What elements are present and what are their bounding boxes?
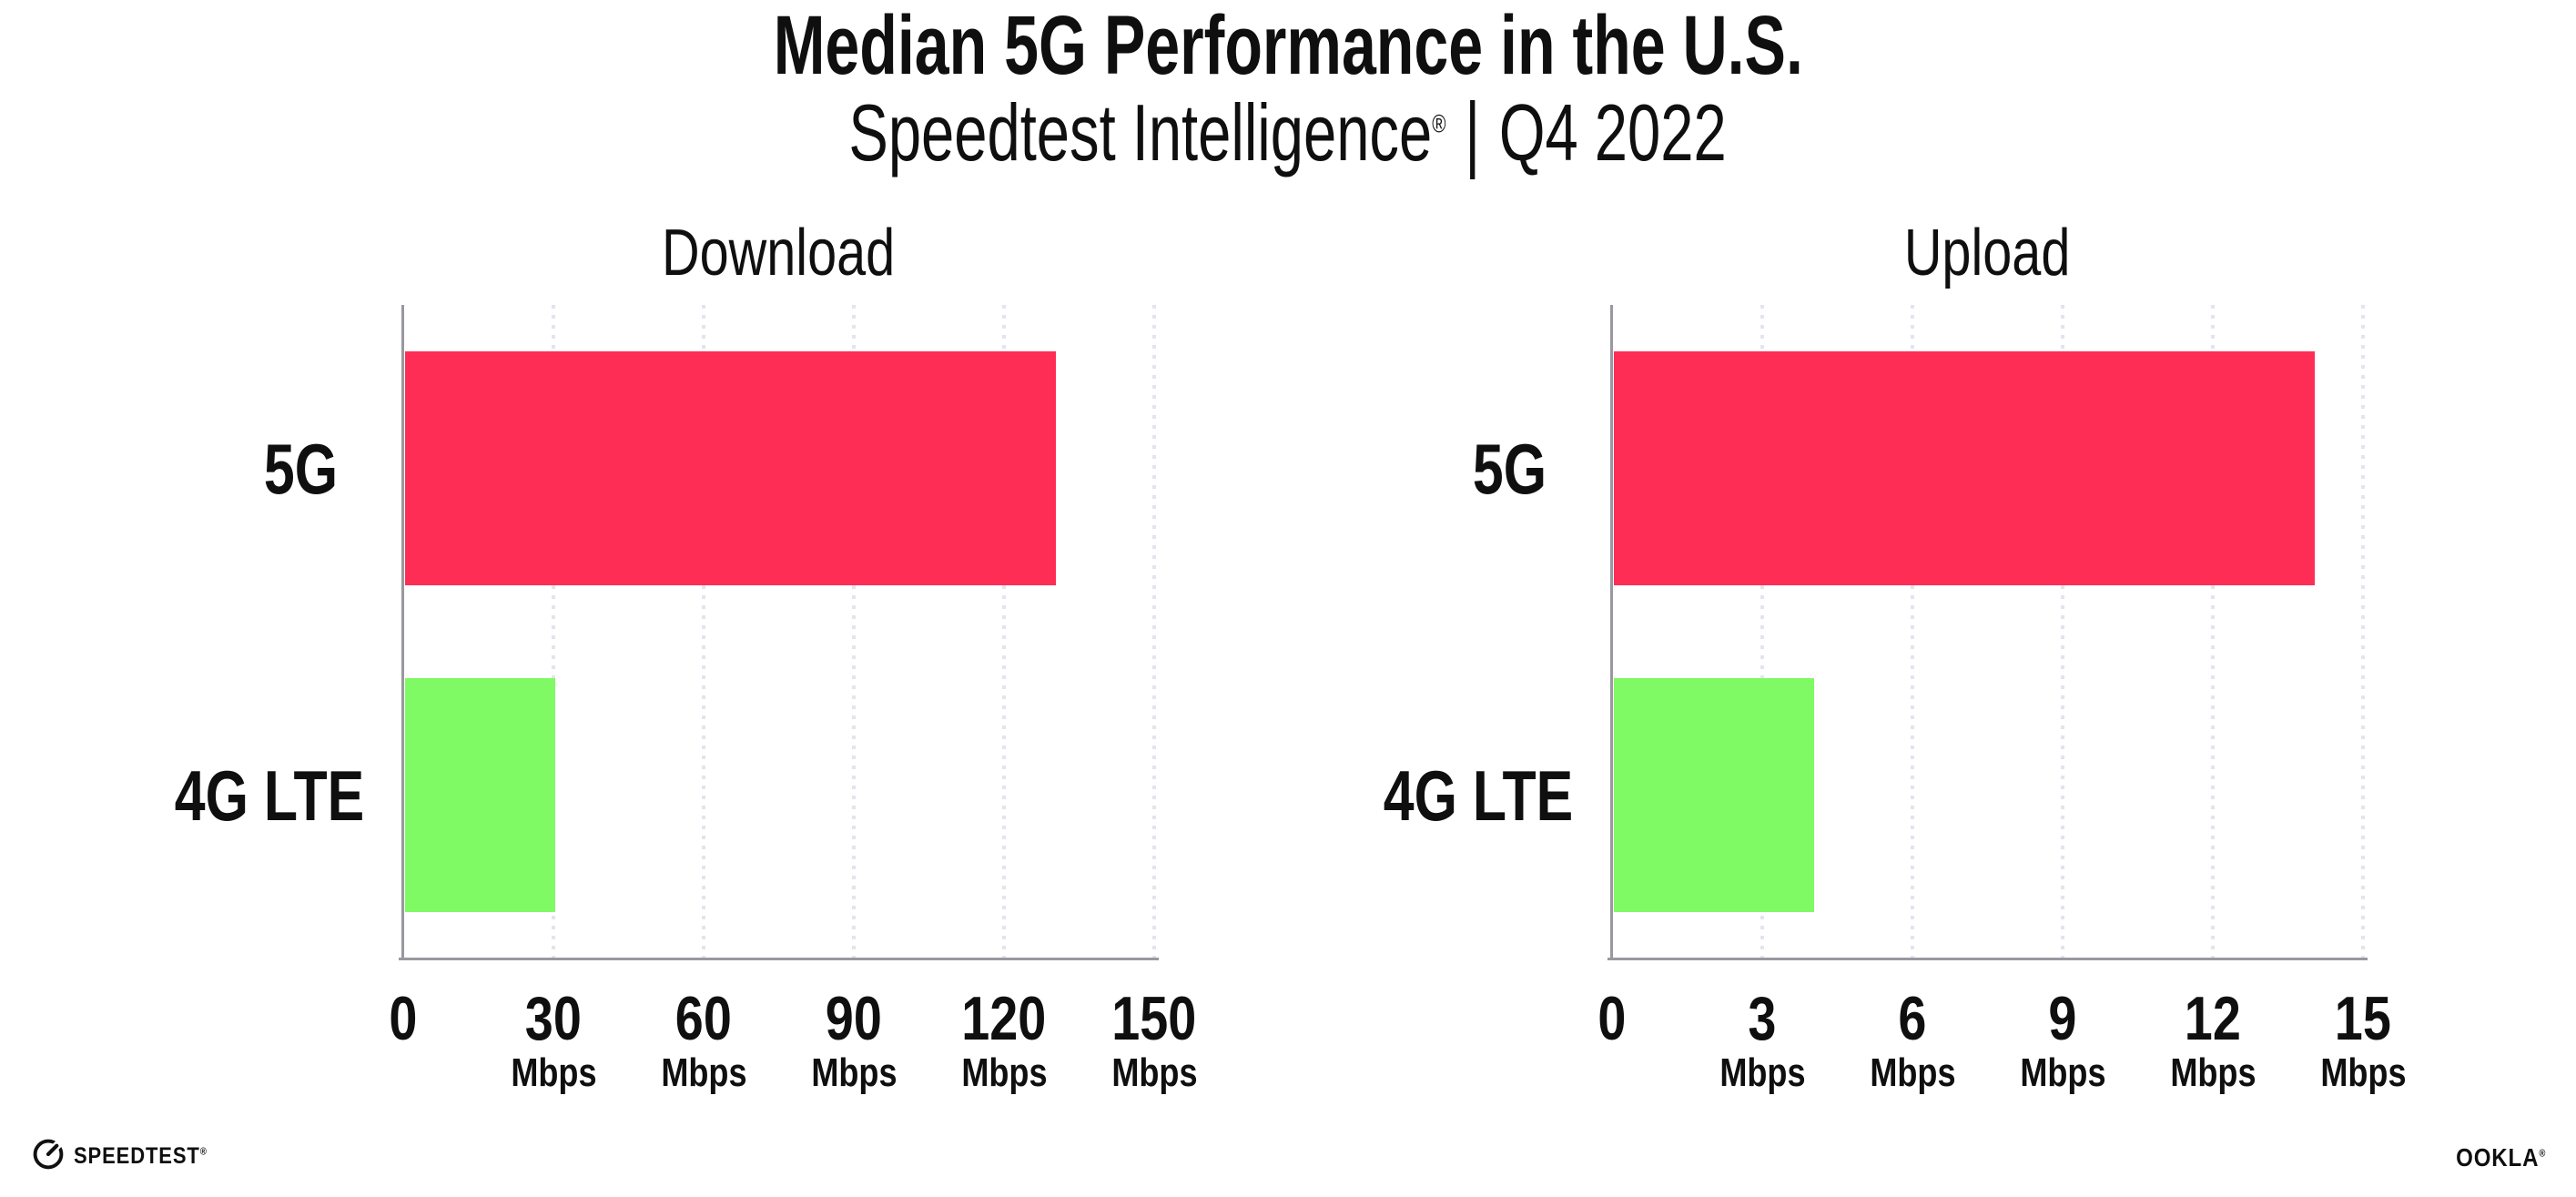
x-axis-download [399,958,1159,960]
x-tick-text: 90 [825,984,883,1053]
category-label-text-4g-lte: 4G LTE [174,755,365,836]
x-tick-download-0: 0 [326,988,481,1050]
x-tick-upload-12: 12 [2135,988,2290,1050]
x-tick-text: 3 [1748,984,1777,1053]
bar-4g-lte-upload [1614,678,1814,912]
gridline-upload-9 [2061,305,2064,959]
category-label-5g-upload: 5G [1330,433,1579,504]
x-tick-upload-15: 15 [2286,988,2440,1050]
speedtest-logo: SPEEDTEST® [32,1138,226,1175]
x-tick-unit-download-150: Mbps [1077,1053,1232,1093]
x-tick-unit-upload-9: Mbps [1985,1053,2140,1093]
x-tick-unit-text: Mbps [2319,1050,2407,1095]
ookla-trademark: ® [2539,1148,2546,1160]
x-tick-text: 60 [674,984,733,1053]
x-tick-upload-9: 9 [1985,988,2140,1050]
x-tick-text: 9 [2048,984,2077,1053]
gridline-upload-12 [2211,305,2215,959]
x-tick-download-30: 30 [476,988,631,1050]
ookla-wordmark-text: OOKLA [2455,1143,2540,1172]
gridline-download-120 [1002,305,1006,959]
x-tick-unit-download-120: Mbps [927,1053,1081,1093]
x-tick-text: 0 [389,984,418,1053]
x-tick-unit-upload-3: Mbps [1685,1053,1840,1093]
x-tick-upload-3: 3 [1685,988,1840,1050]
x-tick-text: 12 [2184,984,2242,1053]
category-label-5g-download: 5G [121,433,370,504]
category-label-4g-lte-download: 4G LTE [121,760,370,831]
y-axis-download [401,305,404,959]
x-tick-text: 120 [961,984,1047,1053]
chart-title-upload: Upload [1612,217,2363,289]
category-label-text-5g: 5G [1472,428,1547,509]
x-tick-download-120: 120 [927,988,1081,1050]
bar-4g-lte-download [405,678,555,912]
bar-5g-upload [1614,351,2315,585]
category-label-text-5g: 5G [263,428,338,509]
y-axis-upload [1610,305,1613,959]
chart-title-text-upload: Upload [1904,217,2071,289]
gridline-upload-15 [2361,305,2365,959]
x-tick-unit-text: Mbps [510,1050,597,1095]
page-title-text: Median 5G Performance in the U.S. [773,0,1803,92]
plot-upload: 5G 4G LTE 0 3 Mbps 6 Mbps 9 Mbps 12 Mbps 15 Mbps [1384,305,2406,1093]
x-tick-unit-upload-15: Mbps [2286,1053,2440,1093]
x-axis-upload [1607,958,2368,960]
ookla-wordmark: OOKLA® [2456,1143,2546,1172]
x-tick-unit-text: Mbps [660,1050,747,1095]
bar-5g-download [405,351,1056,585]
x-tick-download-90: 90 [776,988,931,1050]
registered-mark: ® [1432,109,1446,138]
subtitle-brand: Speedtest Intelligence [848,87,1433,178]
page-subtitle: Speedtest Intelligence® | Q4 2022 [0,85,2576,180]
x-tick-unit-download-90: Mbps [776,1053,931,1093]
x-tick-unit-upload-12: Mbps [2135,1053,2290,1093]
gridline-upload-6 [1911,305,1914,959]
speedtest-wordmark-text: SPEEDTEST [74,1143,200,1169]
x-tick-unit-text: Mbps [960,1050,1048,1095]
gridline-download-90 [852,305,856,959]
x-tick-text: 150 [1111,984,1197,1053]
ookla-logo: OOKLA® [2441,1143,2546,1172]
x-tick-upload-6: 6 [1835,988,1990,1050]
gridline-upload-3 [1760,305,1764,959]
x-tick-text: 0 [1597,984,1627,1053]
x-tick-unit-text: Mbps [2169,1050,2257,1095]
x-tick-upload-0: 0 [1535,988,1689,1050]
subtitle-separator: | [1465,85,1481,180]
x-tick-unit-text: Mbps [810,1050,898,1095]
gridline-download-30 [552,305,555,959]
chart-title-text-download: Download [662,217,896,289]
x-tick-text: 30 [524,984,583,1053]
x-tick-unit-text: Mbps [1719,1050,1806,1095]
subtitle-period: Q4 2022 [1499,87,1728,178]
page-title: Median 5G Performance in the U.S. [0,4,2576,87]
speedtest-gauge-icon [32,1138,65,1175]
x-tick-unit-text: Mbps [1111,1050,1198,1095]
plot-download: 5G 4G LTE 0 30 Mbps 60 Mbps 90 Mbps 120 Mbps 150 Mbp… [175,305,1197,1093]
speedtest-wordmark: SPEEDTEST® [74,1143,208,1170]
x-tick-text: 6 [1898,984,1927,1053]
x-tick-unit-download-30: Mbps [476,1053,631,1093]
x-tick-unit-text: Mbps [1869,1050,1956,1095]
x-tick-unit-download-60: Mbps [626,1053,781,1093]
gridline-download-60 [702,305,705,959]
x-tick-unit-text: Mbps [2019,1050,2106,1095]
x-tick-download-60: 60 [626,988,781,1050]
category-label-4g-lte-upload: 4G LTE [1330,760,1579,831]
gridline-download-150 [1152,305,1156,959]
speedtest-trademark: ® [199,1146,208,1158]
x-tick-unit-upload-6: Mbps [1835,1053,1990,1093]
category-label-text-4g-lte: 4G LTE [1383,755,1574,836]
x-tick-download-150: 150 [1077,988,1232,1050]
chart-title-download: Download [403,217,1154,289]
x-tick-text: 15 [2334,984,2392,1053]
